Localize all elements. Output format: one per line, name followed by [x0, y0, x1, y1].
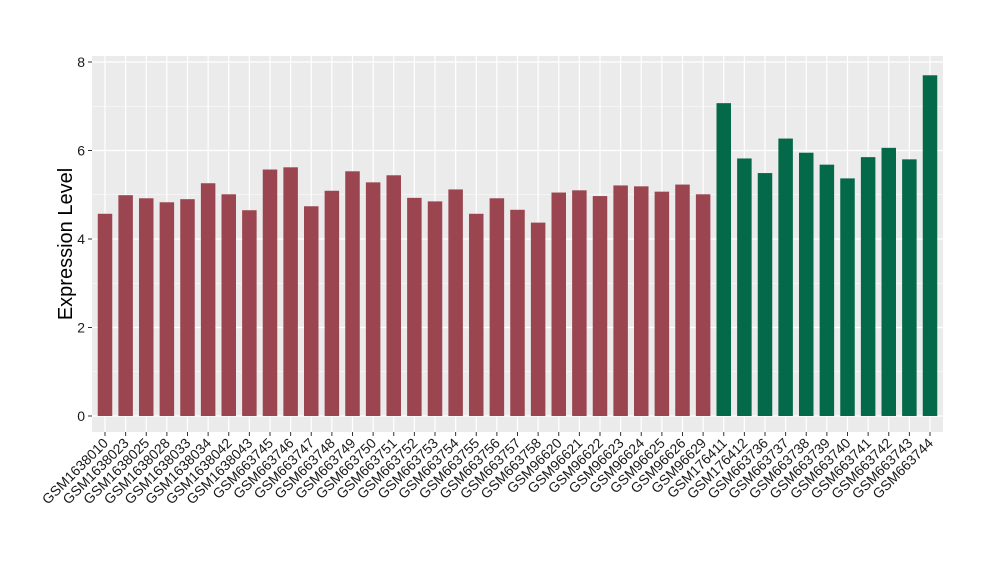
y-tick-label: 8: [77, 54, 85, 70]
bar-GSM663736: [757, 173, 773, 416]
bar-GSM96623: [613, 185, 628, 416]
bar-GSM663740: [840, 178, 855, 416]
bar-GSM663753: [427, 201, 443, 416]
y-axis: 0 2 4 6 8: [77, 54, 92, 424]
bar-GSM663750: [365, 182, 381, 416]
bar-GSM663749: [345, 171, 360, 416]
bar-GSM96625: [654, 191, 670, 416]
bar-GSM96629: [695, 194, 711, 416]
bar-GSM1638028: [159, 202, 175, 416]
bar-GSM1638033: [180, 199, 195, 416]
bar-GSM96620: [551, 192, 566, 416]
bar-GSM663757: [510, 209, 525, 416]
bar-GSM663747: [304, 206, 319, 416]
bar-GSM663743: [902, 159, 917, 416]
bar-GSM663748: [324, 190, 340, 416]
bar-GSM663758: [530, 222, 546, 416]
y-axis-title: Expression Level: [55, 168, 77, 320]
bar-GSM1638010: [97, 213, 113, 416]
bar-GSM663737: [778, 138, 793, 417]
bar-GSM96622: [592, 196, 608, 416]
bar-GSM176412: [737, 158, 752, 416]
bar-GSM96626: [675, 184, 690, 416]
bar-GSM663744: [922, 75, 938, 417]
bar-GSM96624: [634, 186, 649, 416]
bar-GSM1638025: [139, 198, 154, 416]
bar-GSM663746: [283, 167, 298, 416]
y-tick-label: 6: [77, 143, 85, 159]
bar-GSM663751: [386, 175, 401, 416]
bars: [97, 75, 938, 417]
bar-GSM663742: [881, 147, 896, 416]
y-tick-label: 2: [77, 320, 85, 336]
bar-GSM663738: [799, 152, 814, 416]
bar-GSM1638042: [221, 194, 236, 416]
y-tick-label: 0: [77, 408, 85, 424]
bar-GSM663755: [469, 213, 484, 416]
bar-GSM1638043: [242, 210, 257, 416]
bar-GSM1638023: [118, 195, 133, 416]
bar-GSM96621: [572, 190, 587, 416]
bar-GSM176411: [716, 103, 731, 416]
x-axis: GSM1638010GSM1638023GSM1638025GSM1638028…: [39, 432, 936, 507]
bar-GSM663752: [407, 197, 422, 416]
bar-GSM663741: [860, 157, 876, 416]
bar-GSM663745: [262, 169, 278, 416]
y-tick-label: 4: [77, 231, 85, 247]
bar-GSM1638034: [200, 183, 216, 416]
bar-GSM663739: [819, 164, 835, 416]
bar-GSM663754: [448, 189, 463, 416]
bar-GSM663756: [489, 198, 505, 416]
